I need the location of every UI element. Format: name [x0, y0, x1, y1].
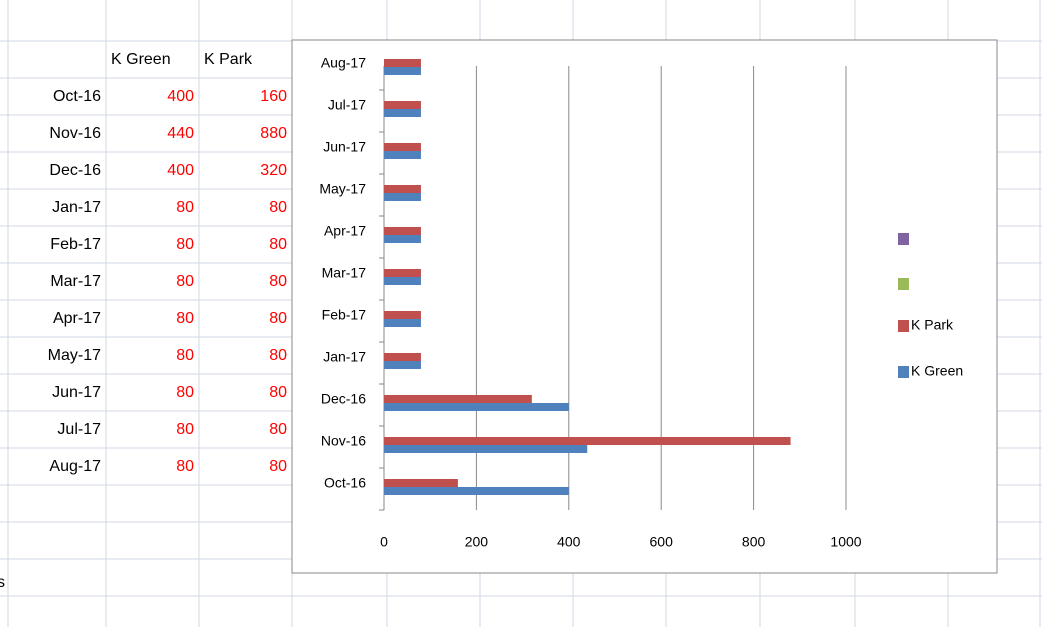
cell-value: 80 [269, 273, 287, 290]
legend-label: K Green [911, 363, 963, 379]
cell-value: 80 [176, 236, 194, 253]
y-tick-label: Jan-17 [323, 349, 366, 365]
bar [384, 361, 421, 369]
bar [384, 185, 421, 193]
y-tick-label: Oct-16 [324, 475, 366, 491]
x-tick-label: 1000 [830, 534, 861, 550]
cell-value: 80 [269, 199, 287, 216]
cell-value: 80 [269, 347, 287, 364]
bar [384, 487, 569, 495]
row-label: Feb-17 [50, 236, 101, 253]
x-tick-label: 200 [465, 534, 489, 550]
cell-value: 80 [176, 347, 194, 364]
cell-value: 80 [269, 421, 287, 438]
cell-value: 440 [167, 125, 194, 142]
y-tick-label: Dec-16 [321, 391, 366, 407]
bar [384, 59, 421, 67]
row-label: Apr-17 [53, 310, 101, 327]
row-label: Mar-17 [50, 273, 101, 290]
bar [384, 445, 588, 453]
bar [384, 403, 569, 411]
bar [384, 109, 421, 117]
bar [384, 227, 421, 235]
bar [384, 269, 421, 277]
y-tick-label: Jun-17 [323, 139, 366, 155]
legend-label: K Park [911, 317, 954, 333]
bar [384, 101, 421, 109]
column-header: K Park [204, 51, 253, 68]
row-label: Oct-16 [53, 88, 101, 105]
cell-value: 80 [269, 458, 287, 475]
cell-fragment: s [0, 574, 5, 591]
bar [384, 353, 421, 361]
x-tick-label: 400 [557, 534, 581, 550]
y-tick-label: May-17 [319, 181, 366, 197]
bar [384, 193, 421, 201]
cell-value: 80 [269, 384, 287, 401]
cell-value: 80 [176, 199, 194, 216]
row-label: Jan-17 [52, 199, 101, 216]
cell-value: 80 [176, 384, 194, 401]
bar [384, 437, 791, 445]
legend-swatch [898, 233, 909, 245]
bar [384, 235, 421, 243]
cell-value: 80 [176, 421, 194, 438]
column-header: K Green [111, 51, 171, 68]
legend-swatch [898, 278, 909, 290]
bar [384, 319, 421, 327]
cell-value: 80 [269, 236, 287, 253]
row-label: May-17 [48, 347, 101, 364]
bar [384, 143, 421, 151]
bar [384, 479, 458, 487]
row-label: Dec-16 [49, 162, 101, 179]
row-label: Nov-16 [49, 125, 101, 142]
x-tick-label: 0 [380, 534, 388, 550]
bar [384, 151, 421, 159]
cell-value: 400 [167, 162, 194, 179]
y-tick-label: Mar-17 [322, 265, 367, 281]
row-label: Jun-17 [52, 384, 101, 401]
legend-swatch [898, 366, 909, 378]
cell-value: 80 [176, 310, 194, 327]
cell-value: 160 [260, 88, 287, 105]
y-tick-label: Feb-17 [322, 307, 367, 323]
x-tick-label: 600 [650, 534, 674, 550]
bar [384, 67, 421, 75]
cell-value: 320 [260, 162, 287, 179]
cell-value: 80 [176, 273, 194, 290]
y-tick-label: Nov-16 [321, 433, 366, 449]
bar [384, 311, 421, 319]
cell-value: 80 [269, 310, 287, 327]
legend-swatch [898, 320, 909, 332]
row-label: Aug-17 [49, 458, 101, 475]
row-label: Jul-17 [57, 421, 101, 438]
y-tick-label: Aug-17 [321, 55, 366, 71]
x-tick-label: 800 [742, 534, 766, 550]
bar [384, 395, 532, 403]
cell-value: 400 [167, 88, 194, 105]
cell-value: 80 [176, 458, 194, 475]
cell-value: 880 [260, 125, 287, 142]
bar [384, 277, 421, 285]
y-tick-label: Jul-17 [328, 97, 366, 113]
y-tick-label: Apr-17 [324, 223, 366, 239]
